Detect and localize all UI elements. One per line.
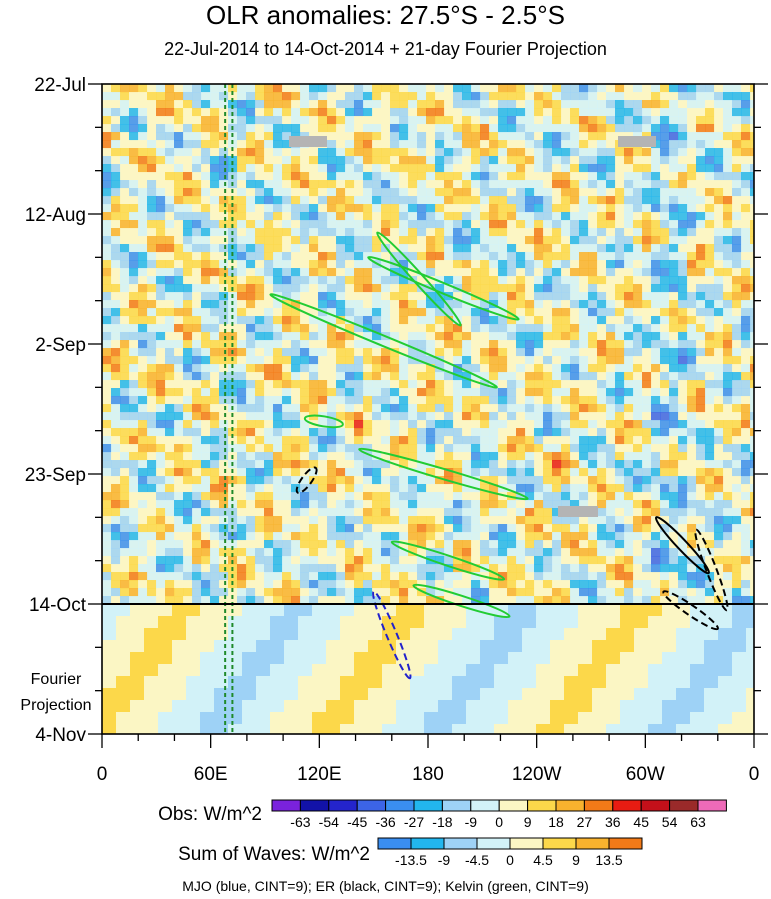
wave-contour-kelvin [269, 293, 498, 389]
y-tick-label: 22-Jul [34, 75, 86, 96]
colorbar-swatch [413, 799, 443, 812]
colorbar-tick-label: 9 [572, 852, 580, 868]
wave-contour-kelvin [358, 447, 529, 501]
colorbar-tick-label: -9 [465, 814, 478, 830]
wave-legend-text: MJO (blue, CINT=9); ER (black, CINT=9); … [182, 878, 589, 894]
wave-contour-er [654, 516, 710, 575]
wave-contour-er [662, 590, 719, 631]
colorbar-tick-label: -54 [319, 814, 339, 830]
colorbar-swatch [555, 799, 585, 812]
colorbar-swatch [385, 799, 415, 812]
waves-colorbar: -13.5 -9 -4.5 0 4.5 9 13.5 [377, 837, 643, 868]
wave-contour-kelvin [367, 255, 520, 321]
colorbar-swatch [470, 799, 500, 812]
colorbar-tick-label: 27 [577, 814, 593, 830]
colorbar-swatch [410, 837, 445, 850]
obs-colorbar-label: Obs: W/m^2 [158, 804, 262, 825]
colorbar-swatch [697, 799, 727, 812]
projection-label: Fourier [31, 671, 82, 688]
colorbar-swatch [377, 837, 412, 850]
colorbar-swatch [583, 799, 614, 812]
wave-contour-kelvin [412, 583, 511, 619]
wave-contour-kelvin [390, 540, 506, 581]
colorbar-tick-label: 54 [662, 814, 678, 830]
chart-title: OLR anomalies: 27.5°S - 2.5°S [206, 0, 565, 30]
x-tick-label: 60E [194, 764, 228, 785]
colorbar-swatch [527, 799, 557, 812]
colorbar-tick-label: 45 [633, 814, 649, 830]
colorbar-swatch [271, 799, 301, 812]
colorbar-tick-label: 9 [524, 814, 532, 830]
colorbar-tick-label: 63 [690, 814, 706, 830]
chart-subtitle: 22-Jul-2014 to 14-Oct-2014 + 21-day Four… [164, 39, 607, 59]
wave-contour-er [694, 528, 729, 612]
colorbar-swatch [498, 799, 529, 812]
colorbar-swatch [608, 837, 643, 850]
y-tick-label: 12-Aug [25, 205, 86, 226]
colorbar-swatch [612, 799, 642, 812]
colorbar-tick-label: 18 [548, 814, 564, 830]
waves-colorbar-label: Sum of Waves: W/m^2 [178, 844, 370, 865]
y-tick-label: 23-Sep [25, 465, 86, 486]
colorbar-swatch [669, 799, 699, 812]
colorbar-swatch [299, 799, 330, 812]
x-tick-label: 120W [512, 764, 562, 785]
wave-contour-er [295, 466, 318, 494]
x-tick-label: 60W [626, 764, 665, 785]
missing-data-box [618, 136, 656, 147]
colorbar-tick-label: 0 [495, 814, 503, 830]
colorbar-tick-label: -45 [347, 814, 367, 830]
y-tick-label: 4-Nov [35, 725, 86, 746]
missing-data-box [558, 506, 598, 517]
colorbar-tick-label: -13.5 [395, 852, 427, 868]
colorbar-tick-label: -27 [404, 814, 424, 830]
colorbar-swatch [328, 799, 358, 812]
colorbar-swatch [476, 837, 511, 850]
x-tick-label: 0 [97, 764, 108, 785]
colorbar-tick-label: 0 [506, 852, 514, 868]
anomaly-field [102, 84, 754, 734]
colorbar-tick-label: -18 [432, 814, 452, 830]
colorbar-tick-label: -9 [438, 852, 451, 868]
colorbar-tick-label: 4.5 [533, 852, 553, 868]
colorbar-tick-label: -36 [375, 814, 395, 830]
x-tick-label: 0 [749, 764, 760, 785]
colorbar-tick-label: -4.5 [465, 852, 489, 868]
colorbar-swatch [443, 837, 478, 850]
colorbar-tick-label: -63 [290, 814, 310, 830]
wave-contours [269, 231, 729, 680]
colorbar-tick-label: 13.5 [595, 852, 622, 868]
missing-data-box [289, 136, 327, 147]
y-tick-label: 14-Oct [29, 595, 87, 616]
x-tick-label: 180 [412, 764, 444, 785]
colorbar-tick-label: 36 [605, 814, 621, 830]
wave-contour-kelvin [303, 414, 344, 429]
colorbar-swatch [640, 799, 671, 812]
colorbar-swatch [441, 799, 472, 812]
obs-colorbar: -63 -54 -45 -36 -27 -18 -9 0 9 18 27 36 45 54 63 [271, 799, 727, 830]
colorbar-swatch [575, 837, 610, 850]
x-tick-label: 120E [297, 764, 341, 785]
wave-contour-mjo [372, 590, 412, 680]
colorbar-swatch [356, 799, 387, 812]
projection-label: Projection [20, 697, 91, 714]
colorbar-swatch [542, 837, 577, 850]
y-tick-label: 2-Sep [35, 335, 86, 356]
colorbar-swatch [509, 837, 544, 850]
